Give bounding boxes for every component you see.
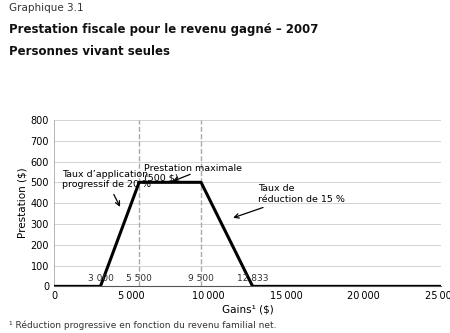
Text: Personnes vivant seules: Personnes vivant seules <box>9 45 170 58</box>
Text: 3 000: 3 000 <box>87 274 113 283</box>
Text: Taux de
réduction de 15 %: Taux de réduction de 15 % <box>234 184 345 218</box>
Y-axis label: Prestation ($): Prestation ($) <box>18 168 28 238</box>
Text: Prestation fiscale pour le revenu gagné – 2007: Prestation fiscale pour le revenu gagné … <box>9 23 319 36</box>
Text: ¹ Réduction progressive en fonction du revenu familial net.: ¹ Réduction progressive en fonction du r… <box>9 320 276 330</box>
Text: 12 833: 12 833 <box>237 274 268 283</box>
Text: 9 500: 9 500 <box>188 274 214 283</box>
Text: Graphique 3.1: Graphique 3.1 <box>9 3 84 13</box>
X-axis label: Gains¹ ($): Gains¹ ($) <box>221 304 274 314</box>
Text: Prestation maximale
(500 $): Prestation maximale (500 $) <box>144 164 242 183</box>
Text: 5 500: 5 500 <box>126 274 152 283</box>
Text: Taux d’application
progressif de 20 %: Taux d’application progressif de 20 % <box>62 170 151 206</box>
